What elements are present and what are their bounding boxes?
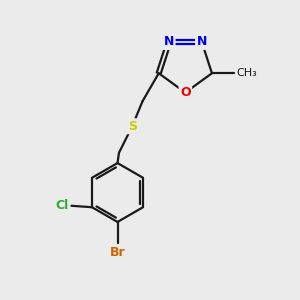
Text: N: N [196,35,207,49]
Text: S: S [128,120,137,133]
Text: N: N [164,35,174,49]
Text: CH₃: CH₃ [236,68,257,78]
Text: Br: Br [110,245,125,259]
Text: Cl: Cl [56,199,69,212]
Text: O: O [180,86,190,99]
